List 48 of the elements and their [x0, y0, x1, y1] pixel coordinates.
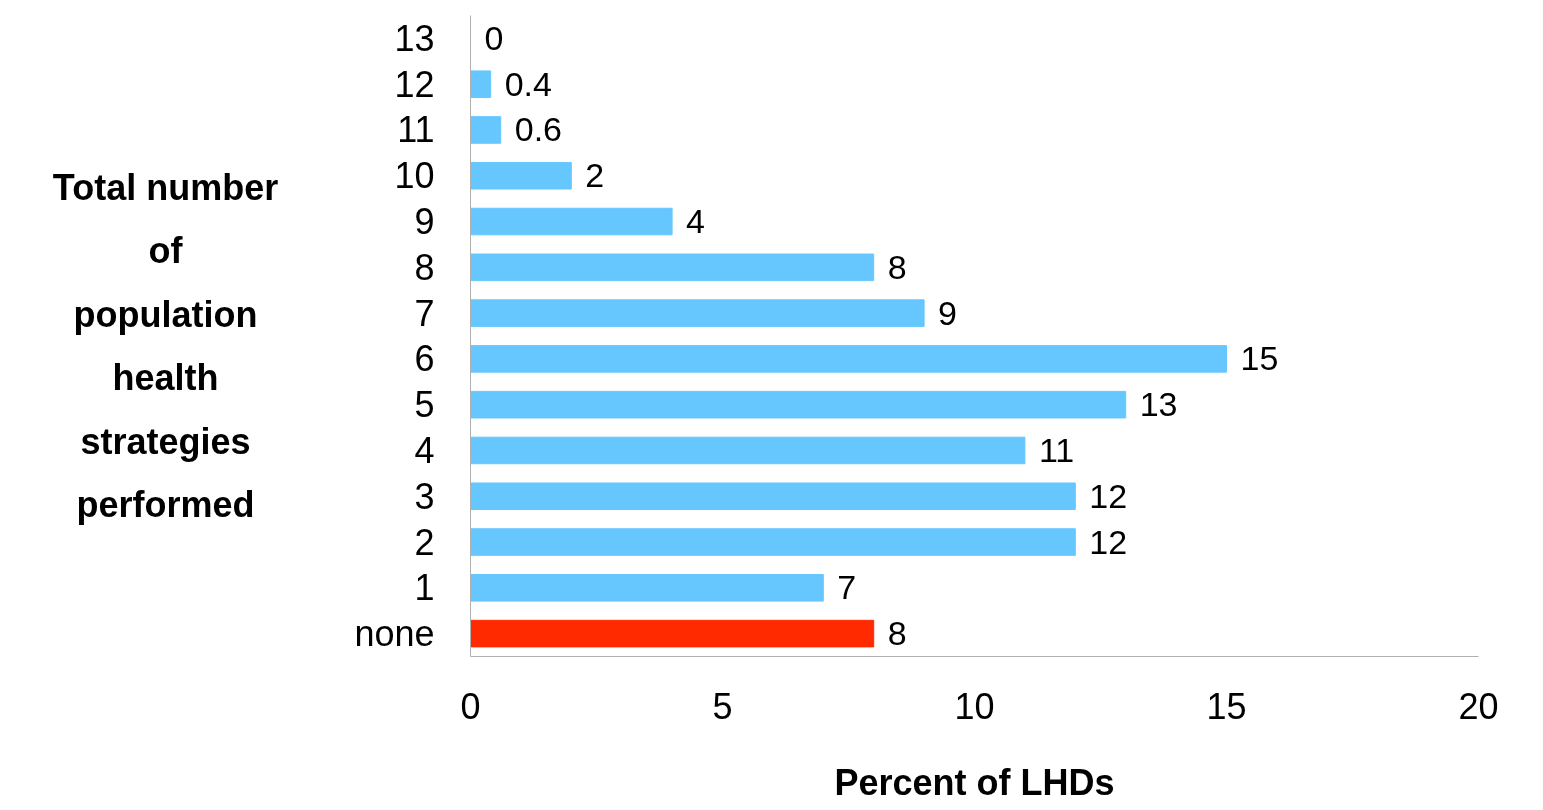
bar [470, 436, 1026, 465]
bar [470, 116, 502, 144]
bar [470, 619, 875, 648]
bar [470, 161, 572, 190]
bar [470, 207, 673, 236]
y-tick-label: 10 [394, 155, 435, 197]
y-tick-label: 8 [414, 246, 435, 288]
data-label: 4 [686, 202, 706, 241]
data-label: 12 [1089, 522, 1128, 561]
data-label: 2 [585, 156, 605, 195]
y-tick-label: none [354, 613, 435, 655]
bar [470, 70, 492, 98]
data-label: 11 [1038, 430, 1075, 469]
x-tick-label: 20 [1458, 685, 1499, 727]
data-label: 15 [1240, 339, 1279, 378]
y-tick-label: 13 [394, 17, 435, 59]
data-label: 0.6 [514, 110, 563, 149]
bar [470, 482, 1076, 511]
bar [470, 574, 824, 602]
y-tick-label: 2 [414, 521, 435, 563]
y-tick-label: 9 [414, 201, 435, 243]
data-label: 0.4 [504, 64, 552, 103]
data-label: 8 [887, 247, 907, 286]
y-tick-label: 12 [394, 63, 435, 105]
bar [470, 528, 1076, 556]
data-label: 0 [484, 18, 504, 57]
x-tick-label: 15 [1206, 685, 1247, 727]
bar [470, 345, 1227, 373]
bar [470, 299, 925, 327]
y-tick-label: 3 [414, 475, 435, 517]
x-tick-label: 5 [712, 685, 733, 727]
data-label: 13 [1139, 385, 1178, 424]
y-tick-label: 4 [414, 429, 435, 471]
y-tick-label: 5 [414, 384, 435, 426]
data-label: 8 [887, 614, 907, 653]
y-tick-label: 11 [397, 109, 435, 151]
data-label: 7 [837, 568, 857, 607]
y-tick-label: 7 [414, 292, 435, 334]
x-axis-title: Percent of LHDs [834, 761, 1115, 803]
data-label: 12 [1089, 476, 1128, 515]
y-tick-label: 1 [414, 567, 435, 609]
bar [470, 253, 875, 282]
bar [470, 390, 1127, 419]
x-tick-label: 10 [954, 685, 995, 727]
x-tick-label: 0 [460, 685, 481, 727]
y-tick-label: 6 [414, 338, 435, 380]
y-axis-title: Total number of population health strategies performed [52, 166, 279, 526]
data-label: 9 [938, 293, 958, 332]
